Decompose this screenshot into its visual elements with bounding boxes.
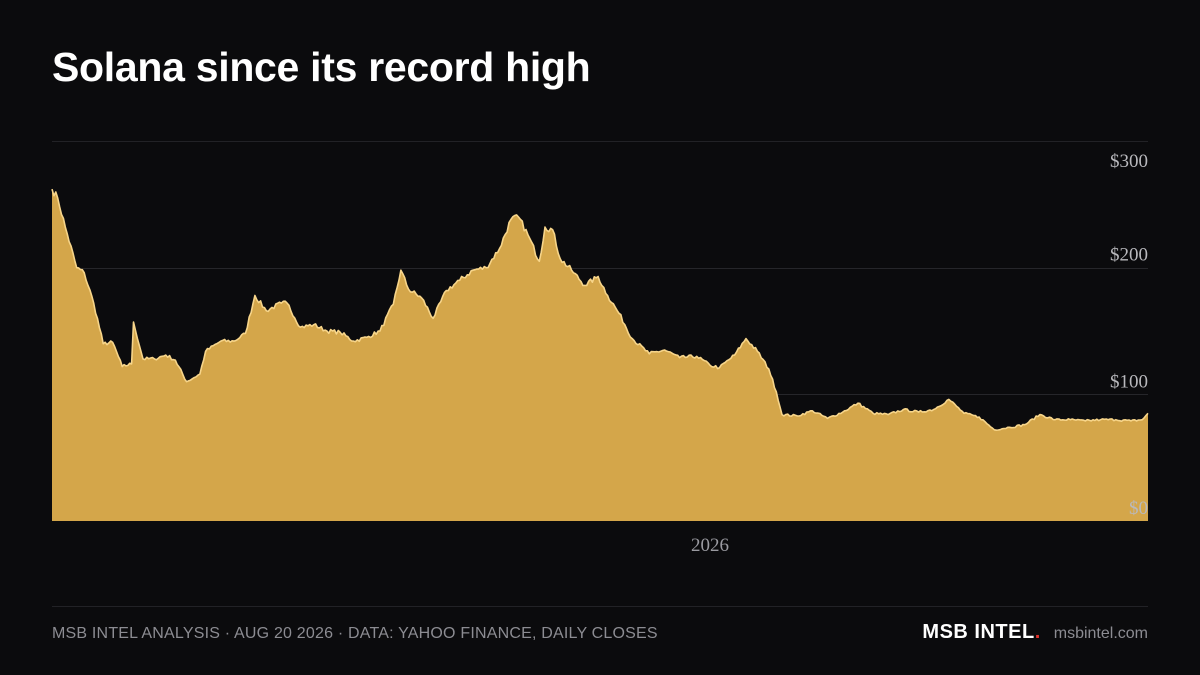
y-tick-label-300: $300 (1110, 151, 1148, 172)
brand-dot: . (1034, 621, 1041, 643)
bottom-divider (52, 606, 1148, 607)
x-tick-label-2026: 2026 (691, 535, 729, 556)
brand-block: MSB INTEL. msbintel.com (922, 621, 1148, 644)
axis-ticks: $0 $100 $200 $300 2026 (691, 151, 1148, 556)
top-divider (52, 141, 1148, 142)
series-area (51, 188, 1149, 521)
chart-title: Solana since its record high (52, 44, 591, 90)
area-fill (52, 189, 1148, 521)
y-tick-label-200: $200 (1110, 245, 1148, 266)
brand-logo: MSB INTEL. (922, 621, 1040, 644)
series-line (51, 188, 1149, 431)
site-link[interactable]: msbintel.com (1053, 625, 1148, 642)
y-tick-label-0: $0 (1129, 498, 1148, 519)
brand-name: MSB INTEL (922, 621, 1035, 643)
y-tick-label-100: $100 (1110, 371, 1148, 392)
source-note: MSB INTEL ANALYSIS · AUG 20 2026 · DATA:… (52, 625, 658, 642)
